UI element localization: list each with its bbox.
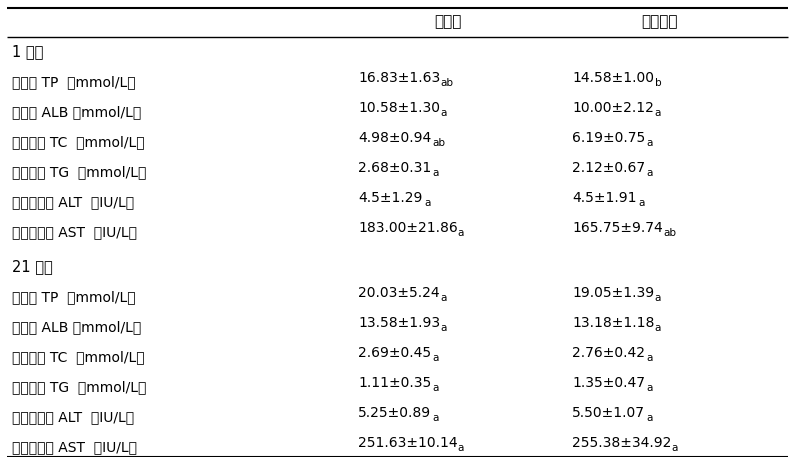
Text: 甘油三酯 TG  （mmol/L）: 甘油三酯 TG （mmol/L）: [12, 165, 146, 179]
Text: a: a: [441, 293, 447, 303]
Text: a: a: [671, 443, 678, 453]
Text: 13.58±1.93: 13.58±1.93: [358, 316, 440, 330]
Text: 1 日龄: 1 日龄: [12, 44, 43, 59]
Text: a: a: [424, 198, 430, 208]
Text: ab: ab: [663, 228, 676, 238]
Text: 255.38±34.92: 255.38±34.92: [572, 436, 671, 450]
Text: 谷草转氨酶 AST  （IU/L）: 谷草转氨酶 AST （IU/L）: [12, 440, 137, 454]
Text: 4.98±0.94: 4.98±0.94: [358, 131, 431, 145]
Text: 甘油三酯 TG  （mmol/L）: 甘油三酯 TG （mmol/L）: [12, 380, 146, 394]
Text: 白蛋白 ALB （mmol/L）: 白蛋白 ALB （mmol/L）: [12, 320, 142, 334]
Text: a: a: [441, 108, 447, 118]
Text: a: a: [646, 353, 653, 363]
Text: 13.18±1.18: 13.18±1.18: [572, 316, 654, 330]
Text: a: a: [654, 108, 661, 118]
Text: ab: ab: [432, 138, 446, 148]
Text: 6.19±0.75: 6.19±0.75: [572, 131, 646, 145]
Text: 谷丙转氨酶 ALT  （IU/L）: 谷丙转氨酶 ALT （IU/L）: [12, 195, 134, 209]
Text: 5.25±0.89: 5.25±0.89: [358, 406, 431, 420]
Text: 2.76±0.42: 2.76±0.42: [572, 346, 645, 360]
Text: 5.50±1.07: 5.50±1.07: [572, 406, 645, 420]
Text: a: a: [432, 413, 438, 423]
Text: 1.11±0.35: 1.11±0.35: [358, 376, 431, 390]
Text: b: b: [654, 78, 662, 88]
Text: 4.5±1.29: 4.5±1.29: [358, 191, 422, 205]
Text: 10.58±1.30: 10.58±1.30: [358, 101, 440, 115]
Text: a: a: [441, 323, 447, 333]
Text: a: a: [646, 383, 653, 393]
Text: 总胆固醇 TC  （mmol/L）: 总胆固醇 TC （mmol/L）: [12, 350, 145, 364]
Text: 251.63±10.14: 251.63±10.14: [358, 436, 458, 450]
Text: 16.83±1.63: 16.83±1.63: [358, 71, 440, 85]
Text: 21 日龄: 21 日龄: [12, 260, 53, 275]
Text: 总蛋白 TP  （mmol/L）: 总蛋白 TP （mmol/L）: [12, 290, 136, 304]
Text: 低蛋白组: 低蛋白组: [642, 15, 678, 30]
Text: 183.00±21.86: 183.00±21.86: [358, 221, 458, 235]
Text: a: a: [654, 323, 661, 333]
Text: 白蛋白 ALB （mmol/L）: 白蛋白 ALB （mmol/L）: [12, 105, 142, 119]
Text: 2.12±0.67: 2.12±0.67: [572, 161, 645, 175]
Text: a: a: [457, 228, 463, 238]
Text: a: a: [432, 353, 438, 363]
Text: 总蛋白 TP  （mmol/L）: 总蛋白 TP （mmol/L）: [12, 75, 136, 89]
Text: 4.5±1.91: 4.5±1.91: [572, 191, 637, 205]
Text: a: a: [646, 138, 653, 148]
Text: 2.68±0.31: 2.68±0.31: [358, 161, 431, 175]
Text: ab: ab: [441, 78, 454, 88]
Text: 20.03±5.24: 20.03±5.24: [358, 286, 440, 300]
Text: 19.05±1.39: 19.05±1.39: [572, 286, 654, 300]
Text: a: a: [654, 293, 661, 303]
Text: 165.75±9.74: 165.75±9.74: [572, 221, 662, 235]
Text: 2.69±0.45: 2.69±0.45: [358, 346, 431, 360]
Text: 谷丙转氨酶 ALT  （IU/L）: 谷丙转氨酶 ALT （IU/L）: [12, 410, 134, 424]
Text: a: a: [638, 198, 645, 208]
Text: a: a: [646, 168, 653, 178]
Text: 14.58±1.00: 14.58±1.00: [572, 71, 654, 85]
Text: a: a: [457, 443, 463, 453]
Text: a: a: [646, 413, 653, 423]
Text: 对照组: 对照组: [434, 15, 462, 30]
Text: a: a: [432, 383, 438, 393]
Text: 谷草转氨酶 AST  （IU/L）: 谷草转氨酶 AST （IU/L）: [12, 225, 137, 239]
Text: 总胆固醇 TC  （mmol/L）: 总胆固醇 TC （mmol/L）: [12, 135, 145, 149]
Text: 1.35±0.47: 1.35±0.47: [572, 376, 645, 390]
Text: 10.00±2.12: 10.00±2.12: [572, 101, 654, 115]
Text: a: a: [432, 168, 438, 178]
